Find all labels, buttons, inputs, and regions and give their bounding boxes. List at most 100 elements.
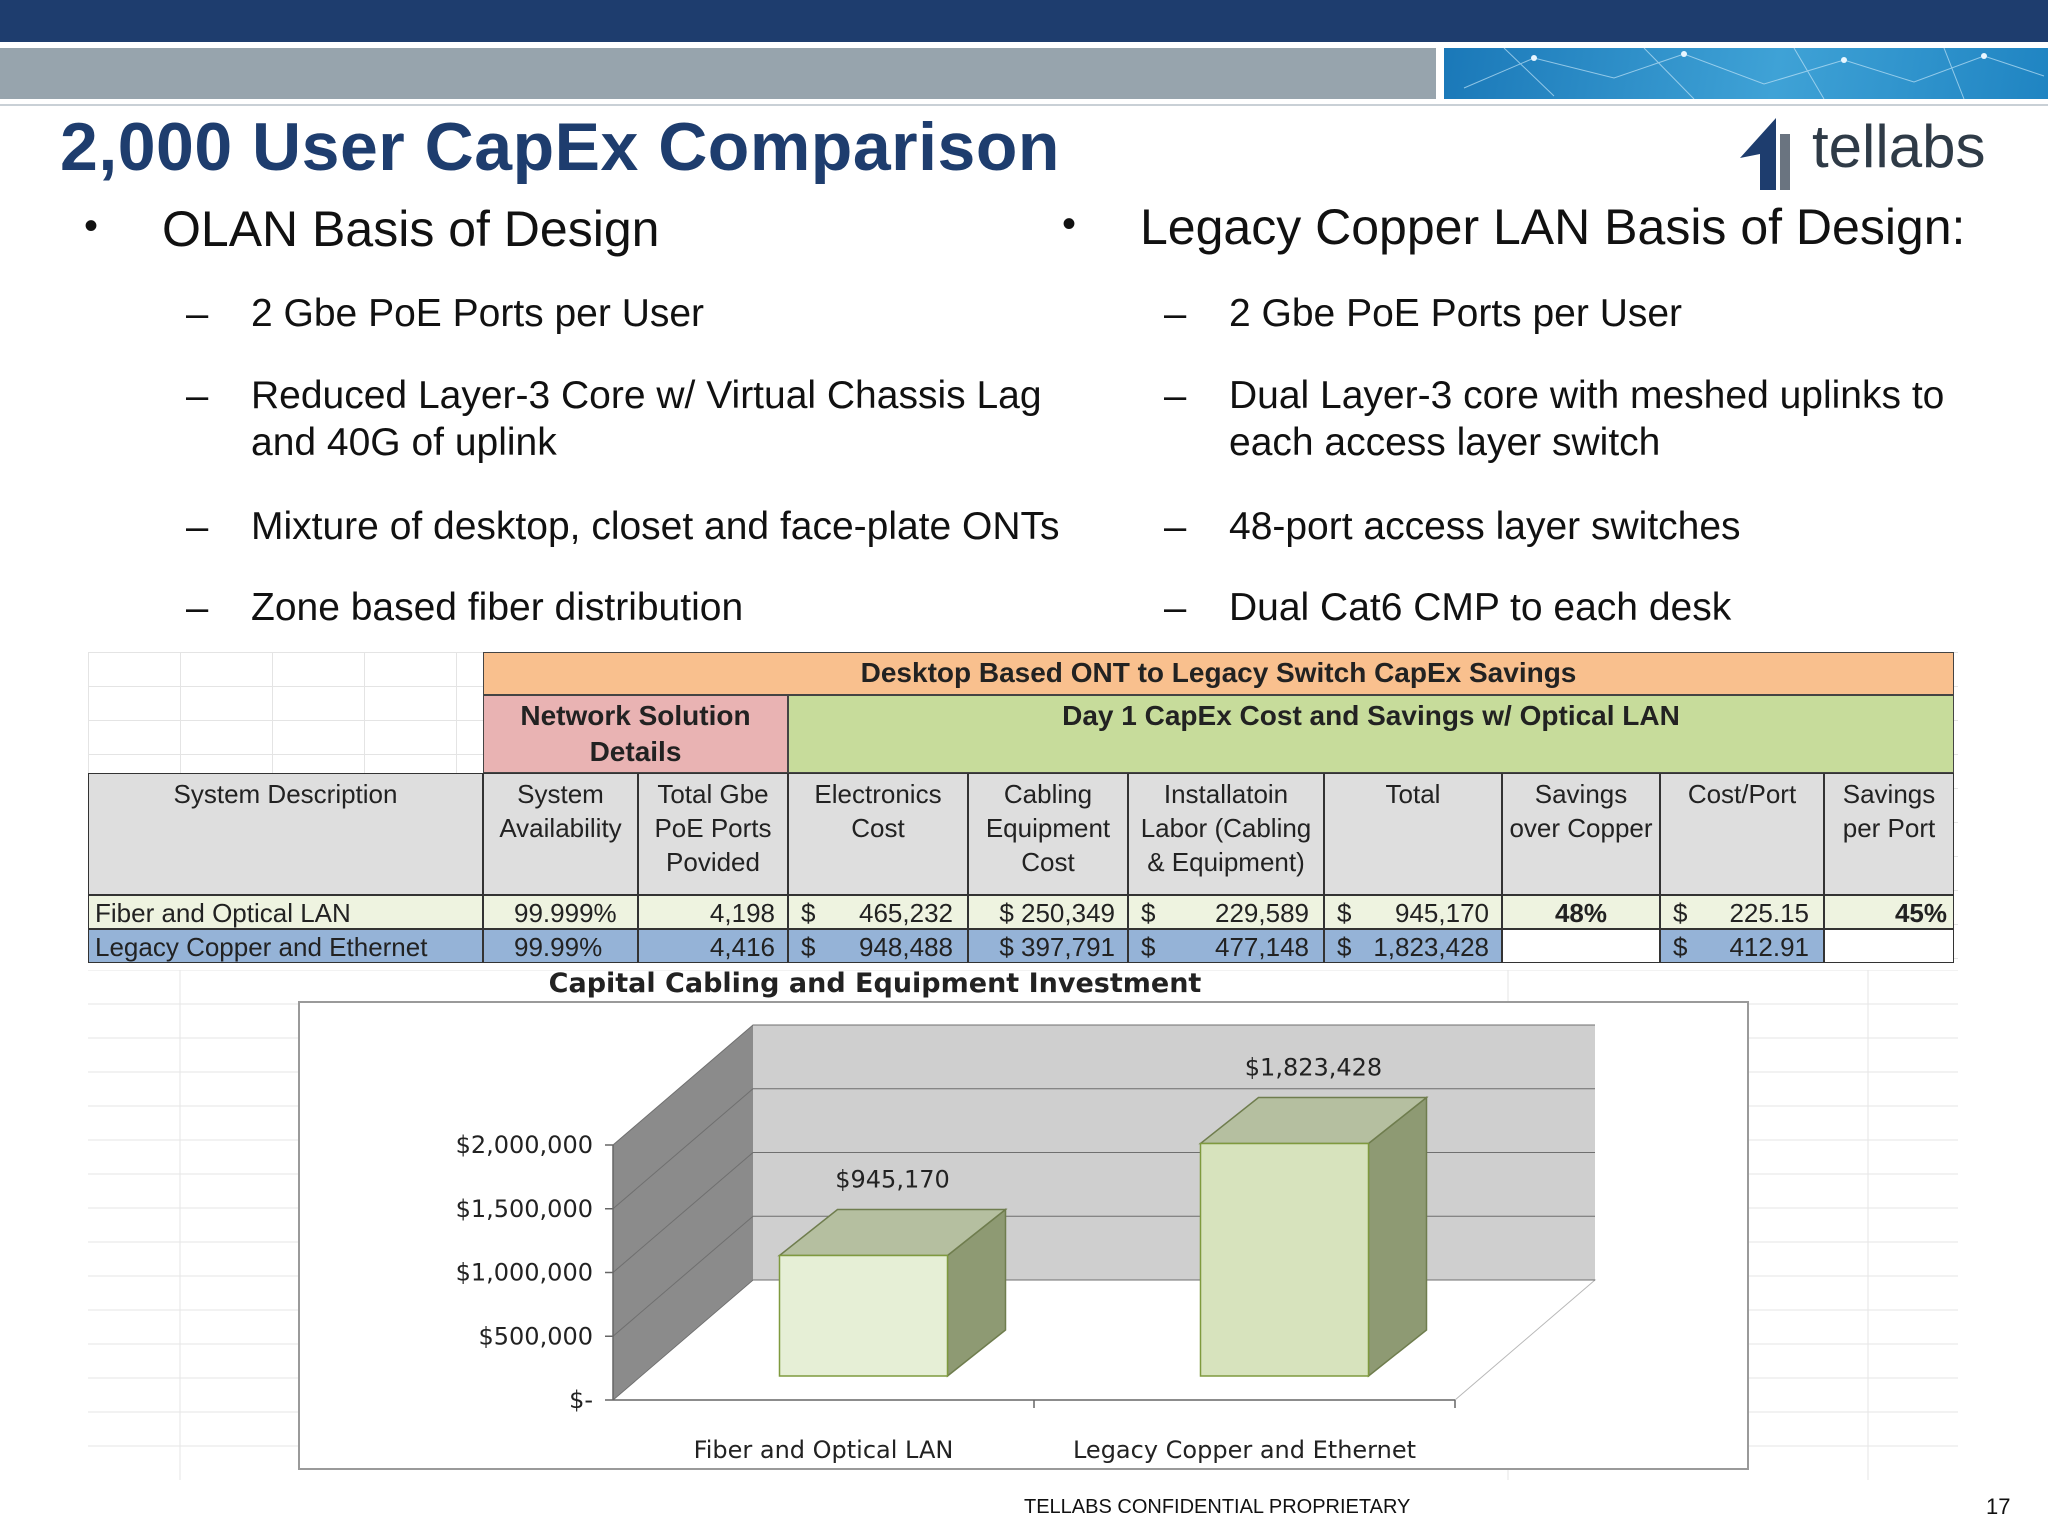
bullet-dash-icon: – (1164, 586, 1187, 630)
currency-symbol: $ (801, 932, 816, 962)
network-solution-group: Network Solution Details (483, 695, 788, 773)
column-header-total: Total (1324, 773, 1502, 895)
bar-front (778, 1254, 949, 1377)
bullet-dot-icon: • (84, 204, 99, 248)
table-cell-avail: 99.999% (483, 895, 638, 929)
bullet-dash-icon: – (186, 586, 209, 630)
right_column-bullet-item: 48-port access layer switches (1229, 503, 1741, 550)
bar-front (1199, 1142, 1370, 1377)
bar-side (1367, 1095, 1428, 1378)
table-cell-costport: $225.15 (1660, 895, 1824, 929)
table-cell-install: $229,589 (1128, 895, 1324, 929)
bullet-line: each access layer switch (1229, 421, 1661, 464)
bullet-dot-icon: • (1062, 202, 1077, 246)
bullet-dash-icon: – (1164, 292, 1187, 336)
banner-text: Desktop Based ONT to Legacy Switch CapEx… (860, 657, 1577, 688)
chart-title: Capital Cabling and Equipment Investment (549, 970, 1202, 999)
bullet-line: Zone based fiber distribution (251, 586, 744, 629)
header-line: over Copper (1509, 813, 1653, 843)
capex-table: Desktop Based ONT to Legacy Switch CapEx… (88, 652, 1958, 963)
cell-value: 477,148 (1215, 932, 1309, 962)
y-gridline (612, 1024, 1595, 1146)
bullet-line: Mixture of desktop, closet and face-plat… (251, 505, 1060, 548)
table-cell-ports: 4,198 (638, 895, 788, 929)
table-cell-desc: Legacy Copper and Ethernet (88, 929, 483, 963)
cell-value: 225.15 (1729, 898, 1809, 928)
left_column-bullet-item: Mixture of desktop, closet and face-plat… (251, 503, 1060, 550)
column-header-costport: Cost/Port (1660, 773, 1824, 895)
cell-value: $ 250,349 (999, 898, 1115, 928)
column-header-savings: Savings over Copper (1502, 773, 1660, 895)
column-header-avail: System Availability (483, 773, 638, 895)
header-line: System (517, 779, 604, 809)
header-line: Availability (499, 813, 622, 843)
bullet-line: Reduced Layer-3 Core w/ Virtual Chassis … (251, 374, 1042, 417)
header-divider (0, 104, 2048, 106)
bar-1: $1,823,428 (1198, 1054, 1429, 1378)
group-label-line: Details (589, 736, 682, 767)
header-line: Savings (1534, 779, 1628, 809)
cell-value: 4,416 (709, 932, 775, 962)
left_column-bullet-item: 2 Gbe PoE Ports per User (251, 290, 704, 337)
cell-value: 412.91 (1729, 932, 1809, 962)
table-cell-total: $1,823,428 (1324, 929, 1502, 963)
y-tick-label: $1,500,000 (456, 1195, 593, 1223)
column-header-cabling: Cabling Equipment Cost (968, 773, 1128, 895)
x-category-label: Legacy Copper and Ethernet (1073, 1436, 1416, 1464)
group-label-line: Network Solution (520, 700, 751, 731)
header-line: Cabling (1003, 779, 1093, 809)
header-line: Povided (666, 847, 760, 877)
footer-confidential: TELLABS CONFIDENTIAL PROPRIETARY (1024, 1496, 1411, 1518)
table-cell-total: $945,170 (1324, 895, 1502, 929)
column-header-desc: System Description (88, 773, 483, 895)
bullet-line: 48-port access layer switches (1229, 505, 1741, 548)
cell-value: 229,589 (1215, 898, 1309, 928)
table-cell-savings (1502, 929, 1660, 963)
right_column-bullet-item: Dual Cat6 CMP to each desk (1229, 584, 1731, 631)
left-heading: OLAN Basis of Design (162, 201, 660, 257)
right_column-bullet-item: 2 Gbe PoE Ports per User (1229, 290, 1682, 337)
bullet-line: 2 Gbe PoE Ports per User (251, 292, 705, 335)
column-header-install: Installatoin Labor (Cabling & Equipment) (1128, 773, 1324, 895)
currency-symbol: $ (801, 898, 816, 928)
chart-floor (611, 1279, 1597, 1401)
header-line: Labor (Cabling (1140, 813, 1312, 843)
y-gridline (612, 1088, 1595, 1210)
header-line: PoE Ports (654, 813, 772, 843)
table-cell-avail: 99.99% (483, 929, 638, 963)
network-lines-graphic (1463, 48, 2045, 99)
bullet-line: Dual Cat6 CMP to each desk (1229, 586, 1732, 629)
y-tick-label: $1,000,000 (456, 1259, 593, 1287)
cell-value: 45% (1894, 898, 1947, 928)
group-label-line: Day 1 CapEx Cost and Savings w/ Optical … (1062, 700, 1680, 731)
header-line: Equipment (985, 813, 1111, 843)
cell-value: 948,488 (859, 932, 953, 962)
x-category-label: Fiber and Optical LAN (694, 1436, 954, 1464)
cell-value: $ 397,791 (999, 932, 1115, 962)
y-tick-label: $2,000,000 (456, 1131, 593, 1159)
capex-bar-chart: Capital Cabling and Equipment Investment… (88, 970, 1958, 1480)
cell-value: 945,170 (1395, 898, 1489, 928)
cell-value: Legacy Copper and Ethernet (95, 932, 428, 962)
logo-text: tellabs (1812, 113, 1986, 180)
table-cell-elec: $465,232 (788, 895, 968, 929)
header-line: & Equipment) (1147, 847, 1305, 877)
left_column-bullet-item: Zone based fiber distribution (251, 584, 743, 631)
table-cell-desc: Fiber and Optical LAN (88, 895, 483, 929)
top-banner-bar (0, 0, 2048, 42)
table-cell-savport: 45% (1824, 895, 1954, 929)
bullet-dash-icon: – (1164, 374, 1187, 418)
bullet-line: 2 Gbe PoE Ports per User (1229, 292, 1683, 335)
table-cell-install: $477,148 (1128, 929, 1324, 963)
bullet-dash-icon: – (186, 292, 209, 336)
column-header-savport: Savings per Port (1824, 773, 1954, 895)
bullet-dash-icon: – (186, 505, 209, 549)
table-banner: Desktop Based ONT to Legacy Switch CapEx… (483, 652, 1954, 695)
cell-value: 48% (1554, 898, 1608, 928)
cell-value: 4,198 (709, 898, 775, 928)
header-line: Installatoin (1163, 779, 1289, 809)
table-cell-elec: $948,488 (788, 929, 968, 963)
table-cell-savport (1824, 929, 1954, 963)
day1-capex-group: Day 1 CapEx Cost and Savings w/ Optical … (788, 695, 1954, 773)
currency-symbol: $ (1337, 932, 1352, 962)
